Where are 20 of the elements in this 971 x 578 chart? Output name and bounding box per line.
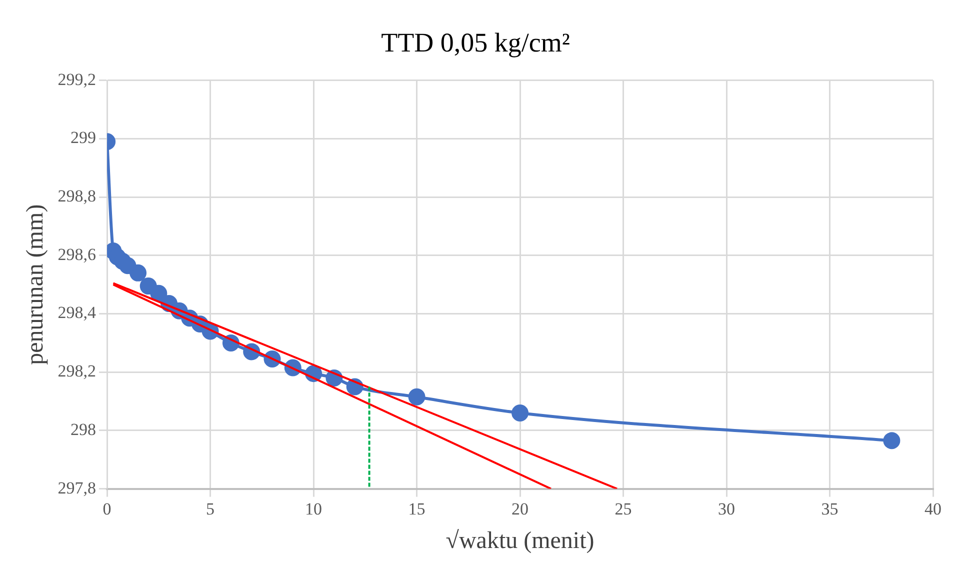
y-tick-label: 298,6 [58,244,96,264]
x-tick-label: 30 [718,499,736,518]
y-tick-label: 298,8 [58,186,96,206]
x-tick-label: 15 [408,499,426,518]
x-tick-label: 5 [206,499,215,518]
y-tick-label: 298,4 [58,303,97,322]
x-tick-label: 40 [924,499,942,518]
y-tick-label: 298 [70,420,96,439]
x-tick-label: 35 [821,499,838,518]
x-axis-title: √waktu (menit) [446,528,594,554]
y-tick-label: 297,8 [58,478,96,498]
y-tick-label: 298,2 [58,362,96,381]
y-tick-label: 299 [70,128,96,148]
x-tick-label: 10 [305,499,322,518]
y-tick-label: 299,2 [58,70,96,89]
x-tick-label: 25 [614,499,632,518]
x-tick-label: 20 [512,499,529,518]
y-axis-title: penurunan (mm) [22,204,49,365]
x-tick-label: 0 [102,499,112,518]
chart-title: TTD 0,05 kg/cm² [381,27,570,58]
